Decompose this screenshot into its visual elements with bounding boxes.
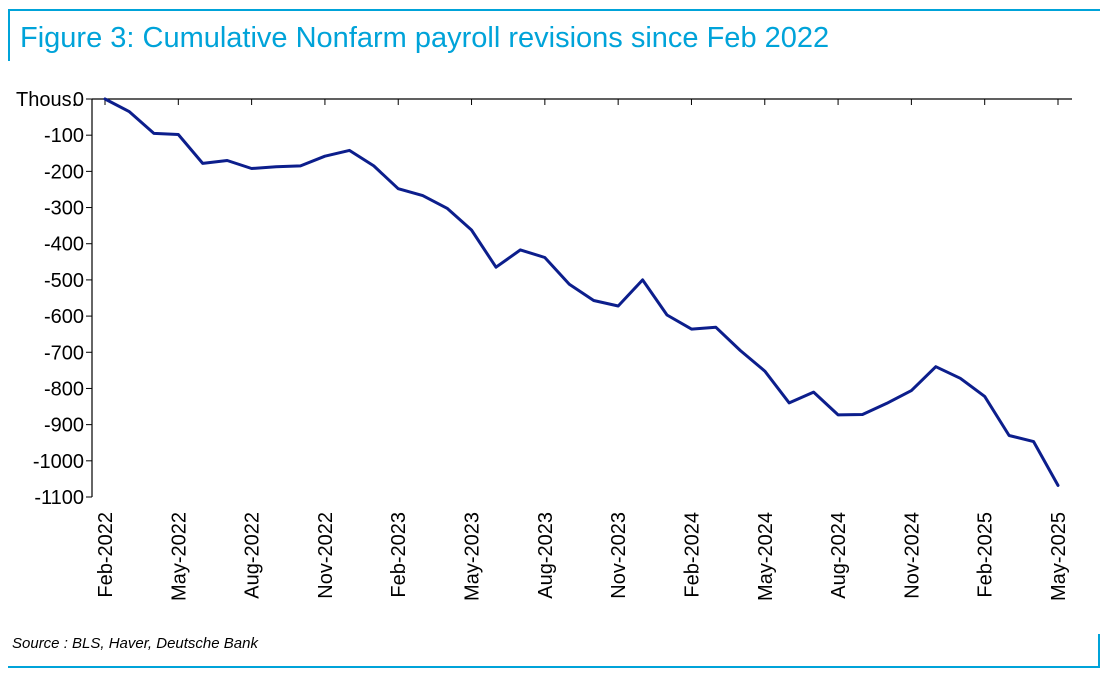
frame-right-rule	[1098, 634, 1100, 668]
x-tick-label: Feb-2023	[388, 512, 410, 598]
x-tick-label: Nov-2023	[608, 512, 630, 599]
y-tick-label: -100	[44, 125, 84, 147]
x-tick-label: Aug-2024	[828, 512, 850, 599]
y-tick-label: -700	[44, 342, 84, 364]
y-tick-label: -600	[44, 306, 84, 328]
y-tick-label: -1000	[33, 451, 84, 473]
y-tick-label: -800	[44, 378, 84, 400]
y-axis-unit-label: Thous.	[16, 89, 77, 111]
x-tick-label: May-2023	[462, 512, 484, 601]
x-tick-label: May-2024	[755, 512, 777, 601]
x-tick-label: Nov-2022	[315, 512, 337, 599]
x-tick-label: Aug-2022	[242, 512, 264, 599]
figure-title: Figure 3: Cumulative Nonfarm payroll rev…	[20, 22, 830, 54]
x-tick-label: Aug-2023	[535, 512, 557, 599]
y-tick-label: -400	[44, 234, 84, 256]
y-tick-label: -300	[44, 198, 84, 220]
source-note: Source : BLS, Haver, Deutsche Bank	[12, 635, 258, 652]
series-line-revisions	[103, 97, 1060, 487]
y-tick-label: -200	[44, 161, 84, 183]
y-tick-label: -500	[44, 270, 84, 292]
x-tick-label: Feb-2024	[681, 512, 703, 598]
y-tick-label: 0	[73, 89, 84, 111]
x-tick-label: Feb-2025	[975, 512, 997, 598]
frame-bottom-rule	[8, 666, 1100, 668]
series-layer	[103, 97, 1060, 487]
y-tick-label: -1100	[34, 487, 84, 509]
y-tick-label: -900	[44, 415, 84, 437]
x-tick-label: May-2022	[168, 512, 190, 601]
y-axis: 0 -100 -200 -300 -400 -500 -600 -700 -800 -900 -10…	[16, 89, 93, 509]
frame-left-rule	[8, 9, 10, 61]
x-axis: Feb-2022 May-2022 Aug-2022 Nov-2022 Feb-2023…	[92, 98, 1072, 601]
x-tick-label: Nov-2024	[901, 512, 923, 599]
x-tick-label: Feb-2022	[95, 512, 117, 598]
frame-top-rule	[8, 9, 1100, 11]
x-tick-label: May-2025	[1048, 512, 1070, 601]
